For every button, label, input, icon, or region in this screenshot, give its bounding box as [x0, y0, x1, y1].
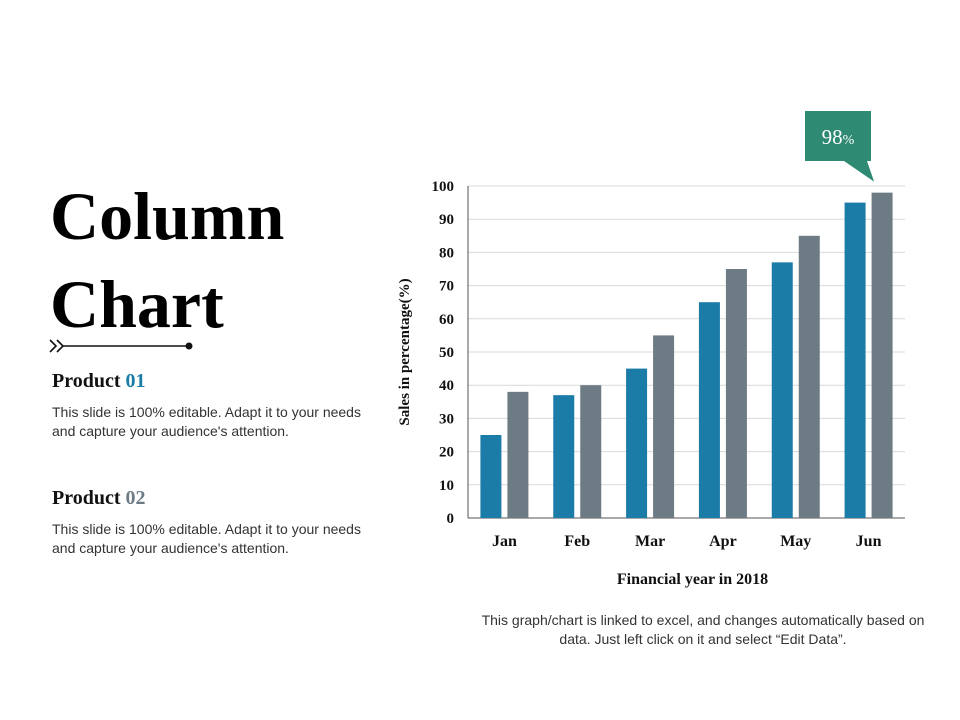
bar-feb-series-2 — [580, 385, 602, 518]
product-1-heading: Product 01 — [52, 370, 146, 393]
bar-jan-series-1 — [480, 435, 502, 518]
product-1-number: 01 — [125, 370, 146, 392]
x-tick-label: May — [780, 533, 811, 550]
x-tick-label: Feb — [564, 533, 590, 550]
bar-feb-series-1 — [553, 395, 575, 518]
x-tick-label: Jan — [492, 533, 517, 550]
bar-may-series-1 — [771, 262, 793, 518]
product-2-number: 02 — [125, 487, 146, 509]
title-line-2: Chart — [50, 266, 224, 342]
y-tick-label: 80 — [439, 245, 454, 261]
product-2-heading: Product 02 — [52, 487, 146, 510]
y-tick-label: 100 — [432, 179, 455, 195]
y-axis-title: Sales in percentage(%) — [397, 278, 413, 425]
y-tick-label: 70 — [439, 279, 454, 295]
product-2-label: Product — [52, 487, 121, 509]
y-tick-label: 40 — [439, 378, 454, 394]
product-1-description: This slide is 100% editable. Adapt it to… — [52, 404, 361, 439]
callout-unit: % — [843, 133, 855, 148]
y-tick-label: 30 — [439, 411, 454, 427]
y-tick-label: 60 — [439, 312, 454, 328]
y-tick-label: 20 — [439, 445, 454, 461]
bar-mar-series-2 — [653, 335, 675, 518]
chart-footnote: This graph/chart is linked to excel, and… — [481, 612, 925, 647]
divider-arrow — [49, 339, 193, 353]
y-tick-label: 10 — [439, 478, 454, 494]
bar-may-series-2 — [798, 235, 820, 519]
bar-jan-series-2 — [507, 391, 529, 518]
product-1-label: Product — [52, 370, 121, 392]
callout-value: 98 — [822, 125, 843, 149]
divider-dot — [185, 342, 193, 350]
x-tick-label: Apr — [709, 533, 737, 550]
page-title: Column Chart — [50, 172, 284, 348]
title-line-1: Column — [50, 178, 285, 254]
product-2-description: This slide is 100% editable. Adapt it to… — [52, 521, 361, 556]
x-tick-label: Jun — [856, 533, 882, 550]
x-tick-label: Mar — [635, 533, 665, 550]
bar-mar-series-1 — [626, 368, 648, 518]
bar-jun-series-1 — [844, 202, 866, 518]
double-chevron-icon — [49, 339, 58, 353]
bar-jun-series-2 — [871, 192, 893, 518]
y-tick-label: 90 — [439, 212, 454, 228]
x-axis-title: Financial year in 2018 — [617, 571, 768, 588]
callout-label: 98% — [822, 125, 855, 149]
callout-bubble — [805, 111, 875, 182]
bar-apr-series-2 — [725, 269, 747, 518]
y-tick-label: 0 — [447, 511, 455, 527]
y-tick-label: 50 — [439, 345, 454, 361]
bar-apr-series-1 — [698, 302, 720, 518]
